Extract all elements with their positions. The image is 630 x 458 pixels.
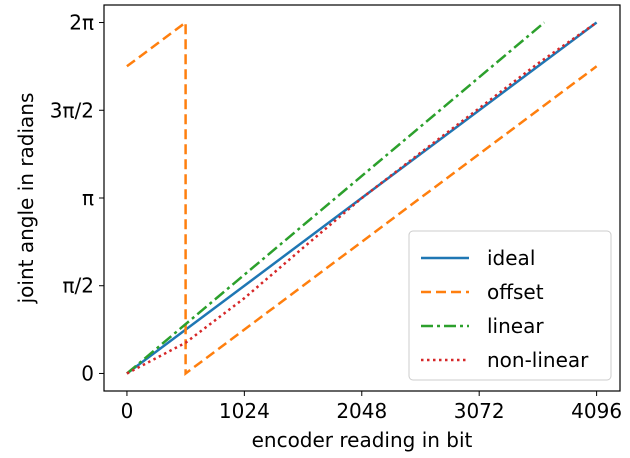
y-tick-label: 0 — [81, 361, 94, 385]
legend: ideal offset linear non-linear — [408, 230, 612, 381]
x-axis-ticks: 0 1024 2048 3072 4096 — [121, 391, 622, 423]
x-tick-label: 4096 — [571, 399, 622, 423]
y-tick-label: π/2 — [62, 274, 94, 298]
series-layer — [126, 20, 598, 376]
legend-label-ideal: ideal — [487, 246, 535, 270]
x-tick-label: 3072 — [454, 399, 505, 423]
x-tick-label: 0 — [121, 399, 134, 423]
legend-box — [408, 230, 612, 381]
y-tick-label: 3π/2 — [50, 98, 94, 122]
legend-label-non-linear: non-linear — [487, 348, 589, 372]
series-line-offset — [126, 20, 598, 376]
y-tick-label: π — [82, 186, 94, 210]
y-axis-label: joint angle in radians — [14, 93, 38, 305]
x-tick-label: 1024 — [219, 399, 270, 423]
legend-label-linear: linear — [487, 314, 544, 338]
y-axis-ticks: 0 π/2 π 3π/2 2π — [50, 11, 104, 385]
x-tick-label: 2048 — [336, 399, 387, 423]
series-line-linear — [126, 21, 546, 375]
series-line-non-linear — [126, 21, 598, 375]
legend-label-offset: offset — [487, 280, 544, 304]
x-axis-label: encoder reading in bit — [252, 428, 473, 452]
y-tick-label: 2π — [69, 11, 94, 35]
